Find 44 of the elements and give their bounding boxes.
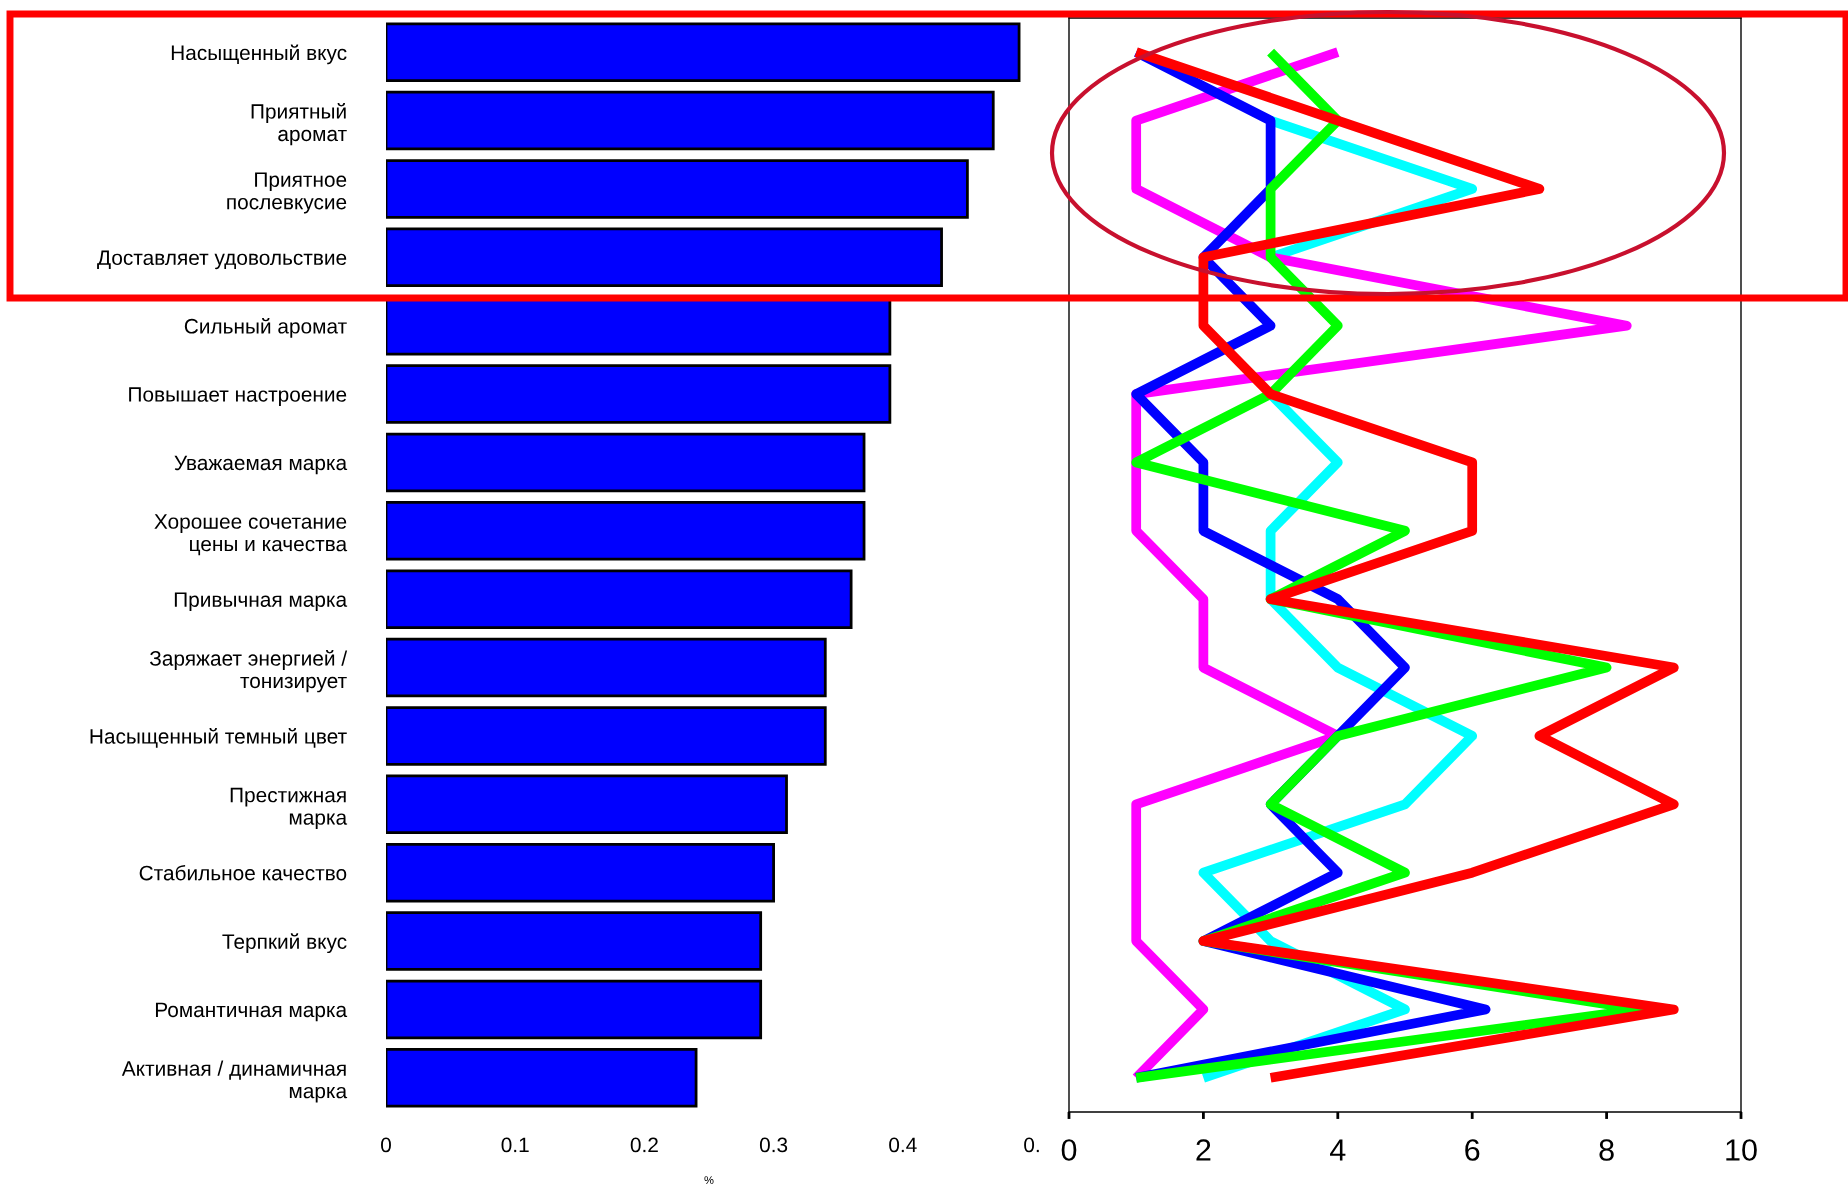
bar xyxy=(386,842,775,903)
y-tick-label: Доставляет удовольствие xyxy=(97,250,347,270)
y-tick-label: Повышает настроение xyxy=(129,387,347,406)
x-tick-label: 6 xyxy=(1465,1139,1480,1161)
x-tick-label: 0 xyxy=(381,1137,391,1153)
y-tick-label: Уважаемая марка xyxy=(174,455,348,475)
y-tick-label: Насыщенный темный цвет xyxy=(90,728,347,748)
bar xyxy=(386,774,788,835)
bar xyxy=(386,501,866,561)
bar xyxy=(386,706,827,766)
x-tick-label: 0. xyxy=(1024,1137,1039,1153)
y-tick-label: Заряжает энергией / тонизирует xyxy=(149,650,348,693)
bar xyxy=(386,569,853,629)
y-tick-label: Приятный аромат xyxy=(251,103,347,146)
x-axis-title: % xyxy=(704,1176,714,1184)
y-tick-label: Приятное послевкусие xyxy=(227,172,347,214)
bar xyxy=(386,22,1021,82)
y-tick-label: Романтичная марка xyxy=(155,1002,348,1022)
x-tick-label: 10 xyxy=(1726,1139,1757,1161)
bar xyxy=(386,637,827,698)
x-tick-label: 0.2 xyxy=(630,1137,658,1153)
x-tick-label: 4 xyxy=(1330,1139,1346,1161)
x-tick-label: 2 xyxy=(1196,1139,1211,1161)
bar xyxy=(386,227,943,288)
y-tick-label: Престижная марка xyxy=(230,787,348,829)
bar xyxy=(386,911,763,971)
bar xyxy=(386,1048,698,1108)
bar xyxy=(386,979,763,1040)
y-tick-label: Сильный аромат xyxy=(184,317,347,338)
y-tick-label: Активная / динамичная марка xyxy=(121,1060,348,1103)
bar xyxy=(386,364,892,424)
y-tick-label: Стабильное качество xyxy=(139,864,347,881)
y-tick-label: Хорошее сочетание цены и качества xyxy=(154,514,348,556)
x-tick-label: 8 xyxy=(1599,1139,1614,1161)
x-tick-label: 0.1 xyxy=(501,1137,529,1153)
bar xyxy=(386,432,866,493)
x-tick-label: 0.3 xyxy=(759,1137,788,1153)
y-tick-label: Терпкий вкус xyxy=(222,933,347,954)
x-tick-label: 0.4 xyxy=(889,1137,917,1153)
x-tick-label: 0 xyxy=(1061,1139,1077,1161)
bar xyxy=(386,90,995,151)
bar xyxy=(386,159,969,219)
y-tick-label: Насыщенный вкус xyxy=(171,44,347,65)
y-tick-label: Привычная марка xyxy=(174,592,348,612)
